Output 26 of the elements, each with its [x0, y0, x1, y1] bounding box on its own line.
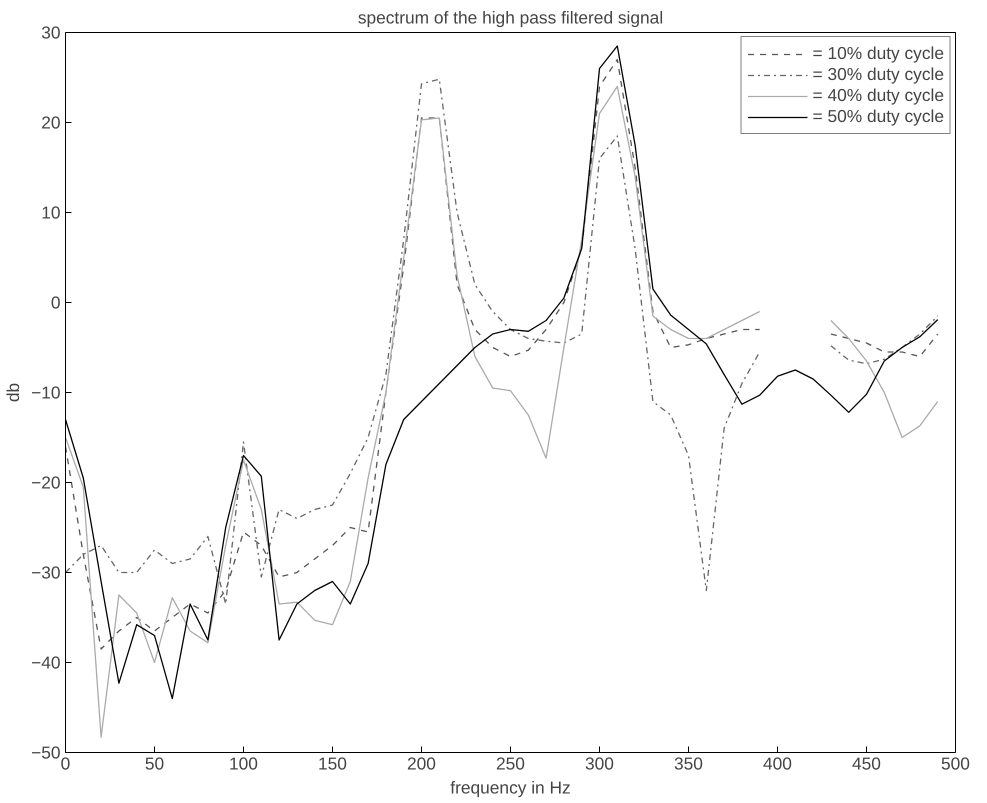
- x-tick-label: 50: [144, 754, 164, 774]
- x-tick-label: 200: [407, 754, 436, 774]
- x-tick-label: 250: [496, 754, 525, 774]
- y-tick-label: −10: [31, 382, 61, 402]
- x-tick-label: 100: [229, 754, 258, 774]
- chart-title: spectrum of the high pass filtered signal: [358, 8, 664, 28]
- y-tick-label: −20: [31, 472, 61, 492]
- legend-label: = 40% duty cycle: [812, 85, 944, 106]
- y-tick-label: 10: [41, 202, 61, 222]
- x-axis-title: frequency in Hz: [450, 778, 571, 798]
- x-tick-label: 400: [763, 754, 792, 774]
- y-tick-label: −40: [31, 652, 61, 672]
- x-tick-label: 500: [941, 754, 970, 774]
- x-tick-label: 150: [318, 754, 347, 774]
- legend-label: = 50% duty cycle: [812, 106, 944, 127]
- legend-label: = 30% duty cycle: [812, 64, 944, 85]
- y-tick-label: 20: [41, 112, 61, 132]
- y-tick-label: −30: [31, 562, 61, 582]
- x-tick-label: 300: [585, 754, 614, 774]
- x-tick-label: 350: [674, 754, 703, 774]
- y-tick-label: 0: [50, 292, 61, 312]
- y-axis-title: db: [3, 382, 24, 402]
- legend-label: = 10% duty cycle: [812, 43, 944, 64]
- x-tick-label: 450: [852, 754, 881, 774]
- y-tick-label: 30: [41, 22, 61, 42]
- y-tick-label: −50: [31, 742, 61, 762]
